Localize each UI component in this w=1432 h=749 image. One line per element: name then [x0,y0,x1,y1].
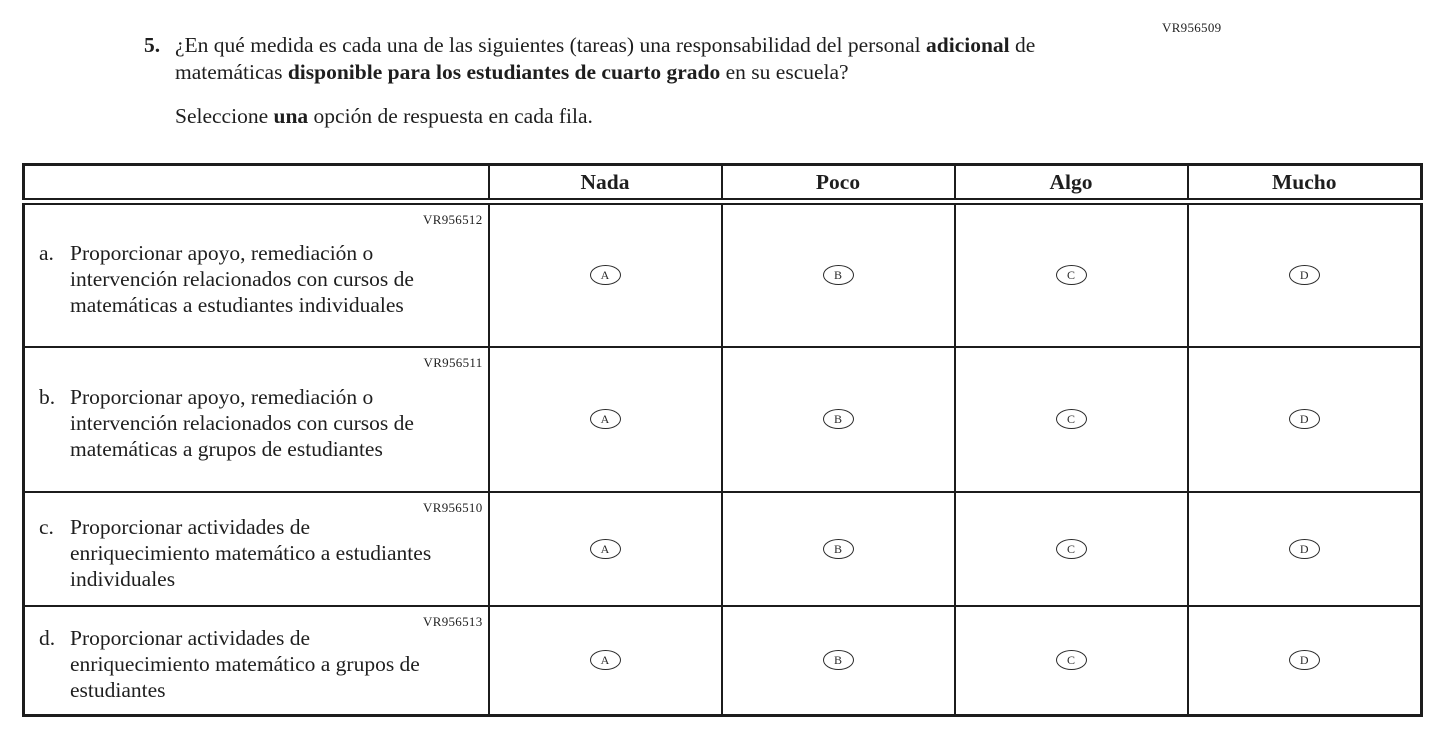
option-cell-a-nada: A [487,200,723,348]
option-cell-a-mucho: D [1186,200,1423,348]
row-code-d: VR956513 [423,613,483,629]
column-header-algo: Algo [953,163,1189,205]
table-row-a: VR956512 a. Proporcionar apoyo, remediac… [22,200,1423,348]
option-bubble-a-poco[interactable]: B [822,265,854,286]
option-bubble-d-algo[interactable]: C [1055,650,1087,671]
option-bubble-b-nada[interactable]: A [589,409,621,429]
option-cell-b-poco: B [720,345,956,493]
option-bubble-d-poco[interactable]: B [822,650,854,671]
table-row-d: VR956513 d. Proporcionar actividades de … [22,604,1423,717]
task-text-d: Proporcionar actividades de enriquecimie… [70,626,420,703]
option-cell-d-algo: C [953,604,1189,717]
question-segment-bold: disponible para los estudiantes de cuart… [287,60,721,84]
option-cell-d-nada: A [487,604,723,717]
option-bubble-b-algo[interactable]: C [1055,409,1087,429]
task-b: b. Proporcionar apoyo, remediación o int… [39,384,438,462]
question-number: 5. [144,33,161,57]
option-bubble-a-mucho[interactable]: D [1288,265,1320,286]
option-cell-c-algo: C [953,490,1189,607]
task-letter-c: c. [39,514,54,539]
task-text-c: Proporcionar actividades de enriquecimie… [70,514,432,591]
instruction-segment: Seleccione [175,104,274,128]
option-bubble-b-poco[interactable]: B [822,409,854,429]
question-segment-bold: adicional [926,33,1010,57]
column-header-nada: Nada [487,163,723,205]
option-bubble-b-mucho[interactable]: D [1288,409,1320,429]
option-cell-d-poco: B [720,604,956,717]
option-bubble-d-mucho[interactable]: D [1288,650,1320,671]
task-c: c. Proporcionar actividades de enriqueci… [39,514,438,592]
question-text: ¿En qué medida es cada una de las siguie… [175,32,1075,86]
option-cell-a-poco: B [720,200,956,348]
option-bubble-c-mucho[interactable]: D [1288,538,1320,559]
question-body: ¿En qué medida es cada una de las siguie… [175,32,1075,130]
option-bubble-a-nada[interactable]: A [589,265,621,286]
option-bubble-c-algo[interactable]: C [1055,538,1087,559]
table-row-b: VR956511 b. Proporcionar apoyo, remediac… [22,345,1423,493]
option-cell-b-mucho: D [1186,345,1423,493]
task-cell-d: VR956513 d. Proporcionar actividades de … [22,604,490,717]
option-bubble-c-nada[interactable]: A [589,538,621,559]
column-header-mucho: Mucho [1186,163,1423,205]
option-cell-b-nada: A [487,345,723,493]
task-a: a. Proporcionar apoyo, remediación o int… [39,240,438,318]
task-cell-b: VR956511 b. Proporcionar apoyo, remediac… [22,345,490,493]
option-bubble-c-poco[interactable]: B [822,538,854,559]
responsibility-matrix-table: Nada Poco Algo Mucho VR956512 a. Proporc… [22,163,1423,717]
header-row: Nada Poco Algo Mucho [22,163,1423,205]
option-cell-c-mucho: D [1186,490,1423,607]
empty-header-cell [22,163,490,205]
task-letter-d: d. [39,626,56,651]
table-row-c: VR956510 c. Proporcionar actividades de … [22,490,1423,607]
option-cell-c-poco: B [720,490,956,607]
task-letter-b: b. [39,385,56,409]
column-header-poco: Poco [720,163,956,205]
question-segment: ¿En qué medida es cada una de las siguie… [175,33,927,57]
task-letter-a: a. [39,241,54,266]
option-cell-b-algo: C [953,345,1189,493]
row-code-c: VR956510 [423,499,483,515]
question-instruction: Seleccione una opción de respuesta en ca… [175,103,1075,130]
row-code-a: VR956512 [423,212,483,227]
question-segment: en su escuela? [720,60,849,84]
option-bubble-a-algo[interactable]: C [1055,265,1087,286]
task-text-b: Proporcionar apoyo, remediación o interv… [70,385,414,461]
task-d: d. Proporcionar actividades de enriqueci… [39,625,438,703]
task-cell-c: VR956510 c. Proporcionar actividades de … [22,490,490,607]
instruction-segment: opción de respuesta en cada fila. [308,104,593,128]
option-cell-d-mucho: D [1186,604,1423,717]
option-cell-a-algo: C [953,200,1189,348]
task-cell-a: VR956512 a. Proporcionar apoyo, remediac… [22,200,490,348]
question-segment: de matemáticas [175,33,1036,84]
question-block: 5. ¿En qué medida es cada una de las sig… [144,32,1075,130]
task-text-a: Proporcionar apoyo, remediación o interv… [70,241,414,318]
option-bubble-d-nada[interactable]: A [589,650,621,671]
row-code-b: VR956511 [423,354,483,370]
option-cell-c-nada: A [487,490,723,607]
instruction-segment-bold: una [273,104,309,128]
form-code: VR956509 [1162,20,1222,35]
